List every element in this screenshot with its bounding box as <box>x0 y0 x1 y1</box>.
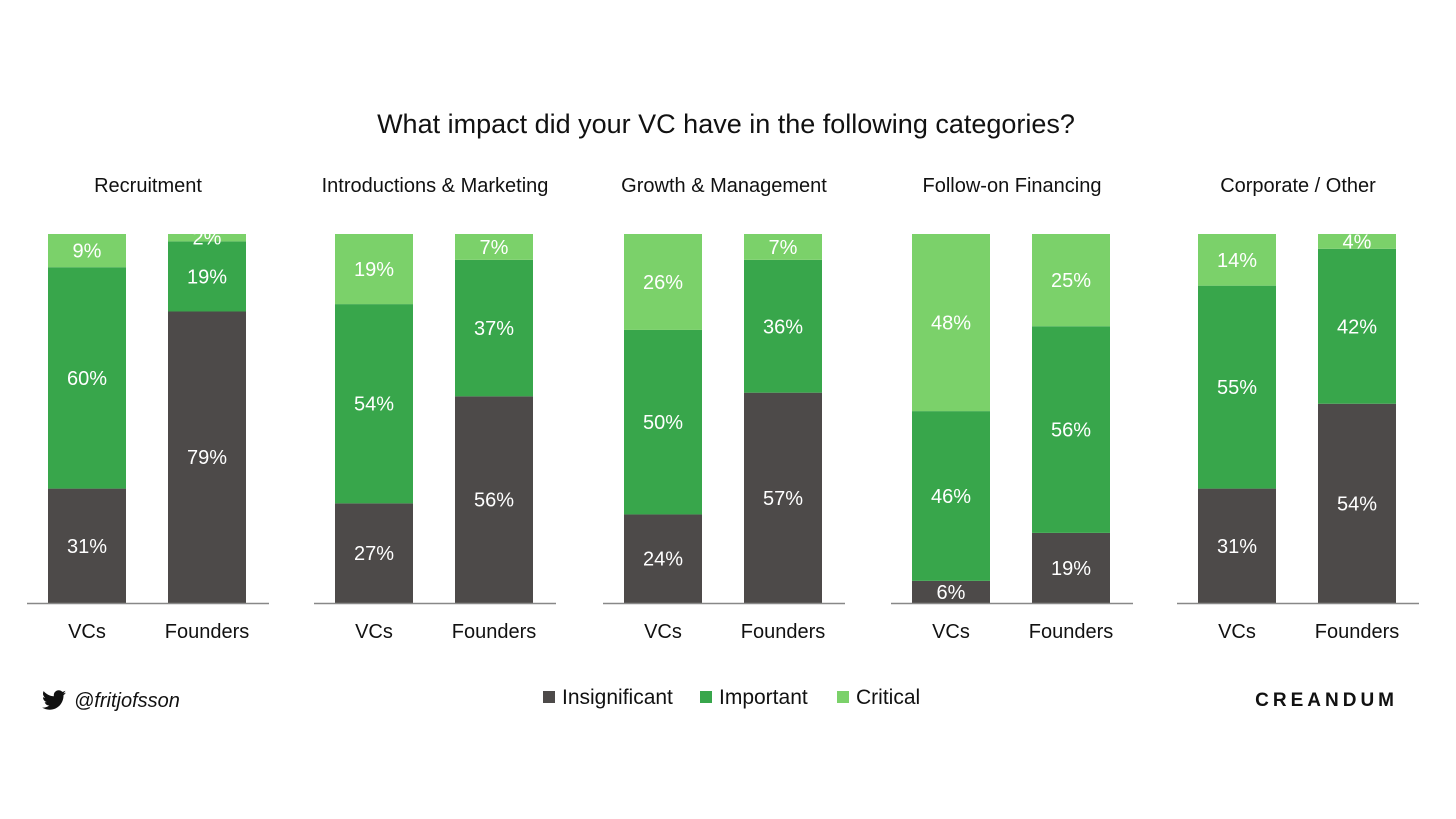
data-label-critical-founders: 7% <box>480 237 509 259</box>
data-label-important-founders: 56% <box>1051 420 1091 442</box>
bar-critical-vcs <box>912 234 990 412</box>
legend-label-insignificant: Insignificant <box>562 686 673 709</box>
panel-follow-on-financing: Follow-on Financing 6% 46% 48% VCs 19% 56% 25% F… <box>891 175 1133 643</box>
category-label: Founders <box>1029 621 1114 643</box>
bar-critical-founders <box>1032 234 1110 327</box>
bar-important-founders <box>744 259 822 393</box>
data-label-critical-founders: 4% <box>1343 231 1372 253</box>
data-label-critical-founders: 2% <box>193 228 222 250</box>
bar-critical-founders <box>168 234 246 242</box>
data-label-insignificant-founders: 54% <box>1337 493 1377 515</box>
data-label-insignificant-founders: 56% <box>474 490 514 512</box>
legend-label-critical: Critical <box>856 686 920 709</box>
bar-critical-vcs <box>48 234 126 268</box>
data-label-critical-vcs: 9% <box>73 241 102 263</box>
bar-insignificant-founders <box>1318 403 1396 603</box>
data-label-important-founders: 19% <box>187 266 227 288</box>
legend-swatch-important <box>700 691 712 703</box>
data-label-important-founders: 42% <box>1337 316 1377 338</box>
panel-title: Follow-on Financing <box>923 175 1102 197</box>
category-label: Founders <box>452 621 537 643</box>
bar-insignificant-vcs <box>624 514 702 603</box>
bar-important-founders <box>1318 248 1396 404</box>
bar-important-vcs <box>912 411 990 581</box>
panel-title: Recruitment <box>94 175 202 197</box>
category-label: VCs <box>68 621 106 643</box>
bar-insignificant-vcs <box>48 488 126 603</box>
data-label-important-vcs: 55% <box>1217 377 1257 399</box>
data-label-insignificant-founders: 57% <box>763 488 803 510</box>
category-label: Founders <box>1315 621 1400 643</box>
legend-item-critical: Critical <box>837 686 920 709</box>
bar-insignificant-founders <box>744 392 822 603</box>
data-label-insignificant-vcs: 31% <box>1217 536 1257 558</box>
data-label-important-vcs: 46% <box>931 486 971 508</box>
twitter-bird-icon <box>42 690 66 710</box>
bar-critical-vcs <box>335 234 413 305</box>
bar-critical-vcs <box>624 234 702 330</box>
data-label-critical-founders: 7% <box>769 237 798 259</box>
bar-insignificant-vcs <box>335 503 413 603</box>
data-label-important-vcs: 60% <box>67 368 107 390</box>
bar-important-founders <box>455 259 533 397</box>
data-label-critical-vcs: 19% <box>354 259 394 281</box>
bar-critical-founders <box>1318 234 1396 249</box>
panel-title: Growth & Management <box>621 175 827 197</box>
bar-important-vcs <box>1198 285 1276 489</box>
data-label-important-vcs: 54% <box>354 394 394 416</box>
chart-panels: Recruitment31%60%9%VCs79%19%2%FoundersIn… <box>27 175 1419 643</box>
bar-important-vcs <box>48 267 126 489</box>
panel-recruitment: Recruitment 31% 60% 9% VCs 79% 19% 2% Founders <box>27 175 269 643</box>
panel-title: Introductions & Marketing <box>322 175 549 197</box>
category-label: VCs <box>932 621 970 643</box>
bar-insignificant-founders <box>168 311 246 603</box>
legend-label-important: Important <box>719 686 808 709</box>
legend-swatch-insignificant <box>543 691 555 703</box>
data-label-insignificant-vcs: 27% <box>354 543 394 565</box>
data-label-important-founders: 37% <box>474 318 514 340</box>
data-label-insignificant-founders: 19% <box>1051 558 1091 580</box>
twitter-handle: @fritjofsson <box>74 690 180 712</box>
bar-critical-vcs <box>1198 234 1276 286</box>
panel-corporate-other: Corporate / Other 31% 55% 14% VCs 54% 42% 4% Fou… <box>1177 175 1419 643</box>
bar-insignificant-vcs <box>1198 488 1276 603</box>
legend-item-insignificant: Insignificant <box>543 686 673 709</box>
category-label: VCs <box>1218 621 1256 643</box>
footer-handle[interactable]: @fritjofsson <box>42 690 180 712</box>
bar-important-founders <box>168 241 246 312</box>
data-label-critical-vcs: 26% <box>643 272 683 294</box>
panel-title: Corporate / Other <box>1220 175 1376 197</box>
legend-swatch-critical <box>837 691 849 703</box>
data-label-insignificant-vcs: 6% <box>937 582 966 604</box>
data-label-important-vcs: 50% <box>643 412 683 434</box>
bar-important-vcs <box>335 304 413 504</box>
data-label-critical-founders: 25% <box>1051 270 1091 292</box>
bar-insignificant-vcs <box>912 580 990 603</box>
data-label-critical-vcs: 48% <box>931 313 971 335</box>
chart-title: What impact did your VC have in the foll… <box>377 109 1075 139</box>
data-label-important-founders: 36% <box>763 316 803 338</box>
bar-critical-founders <box>455 234 533 260</box>
legend: Insignificant Important Critical <box>543 686 920 709</box>
category-label: Founders <box>165 621 250 643</box>
bar-insignificant-founders <box>455 396 533 603</box>
brand-logo: CREANDUM <box>1255 690 1398 711</box>
panel-growth-management: Growth & Management 24% 50% 26% VCs 57% 36% 7% F… <box>603 175 845 643</box>
category-label: Founders <box>741 621 826 643</box>
data-label-insignificant-founders: 79% <box>187 447 227 469</box>
bar-important-founders <box>1032 326 1110 533</box>
data-label-insignificant-vcs: 31% <box>67 536 107 558</box>
category-label: VCs <box>355 621 393 643</box>
category-label: VCs <box>644 621 682 643</box>
bar-critical-founders <box>744 234 822 260</box>
legend-item-important: Important <box>700 686 808 709</box>
data-label-critical-vcs: 14% <box>1217 250 1257 272</box>
panel-introductions-marketing: Introductions & Marketing 27% 54% 19% VCs 56%… <box>314 175 556 643</box>
bar-important-vcs <box>624 329 702 515</box>
bar-insignificant-founders <box>1032 532 1110 603</box>
data-label-insignificant-vcs: 24% <box>643 549 683 571</box>
